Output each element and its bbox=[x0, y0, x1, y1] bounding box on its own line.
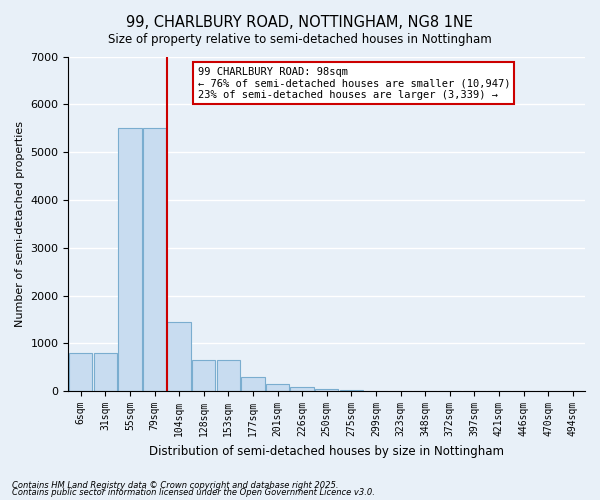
Text: 99, CHARLBURY ROAD, NOTTINGHAM, NG8 1NE: 99, CHARLBURY ROAD, NOTTINGHAM, NG8 1NE bbox=[127, 15, 473, 30]
Text: 99 CHARLBURY ROAD: 98sqm
← 76% of semi-detached houses are smaller (10,947)
23% : 99 CHARLBURY ROAD: 98sqm ← 76% of semi-d… bbox=[197, 66, 510, 100]
Bar bbox=[241, 377, 265, 391]
Bar bbox=[94, 353, 117, 391]
Bar bbox=[340, 390, 363, 391]
Bar bbox=[143, 128, 166, 391]
Text: Size of property relative to semi-detached houses in Nottingham: Size of property relative to semi-detach… bbox=[108, 32, 492, 46]
Bar bbox=[69, 353, 92, 391]
Bar bbox=[192, 360, 215, 391]
Bar bbox=[167, 322, 191, 391]
Bar bbox=[266, 384, 289, 391]
Bar bbox=[290, 388, 314, 391]
Text: Contains HM Land Registry data © Crown copyright and database right 2025.: Contains HM Land Registry data © Crown c… bbox=[12, 480, 338, 490]
X-axis label: Distribution of semi-detached houses by size in Nottingham: Distribution of semi-detached houses by … bbox=[149, 444, 504, 458]
Bar bbox=[315, 389, 338, 391]
Y-axis label: Number of semi-detached properties: Number of semi-detached properties bbox=[15, 121, 25, 327]
Bar bbox=[217, 360, 240, 391]
Text: Contains public sector information licensed under the Open Government Licence v3: Contains public sector information licen… bbox=[12, 488, 375, 497]
Bar bbox=[118, 128, 142, 391]
